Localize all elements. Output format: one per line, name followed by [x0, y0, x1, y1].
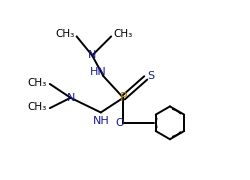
Text: N: N — [88, 50, 96, 60]
Text: CH₃: CH₃ — [113, 29, 132, 39]
Text: N: N — [66, 93, 75, 103]
Text: O: O — [116, 118, 124, 128]
Text: HN: HN — [90, 67, 106, 77]
Text: CH₃: CH₃ — [28, 102, 47, 112]
Text: CH₃: CH₃ — [28, 78, 47, 88]
Text: P: P — [120, 91, 127, 104]
Text: NH: NH — [93, 116, 110, 126]
Text: CH₃: CH₃ — [56, 29, 75, 39]
Text: S: S — [147, 71, 154, 81]
